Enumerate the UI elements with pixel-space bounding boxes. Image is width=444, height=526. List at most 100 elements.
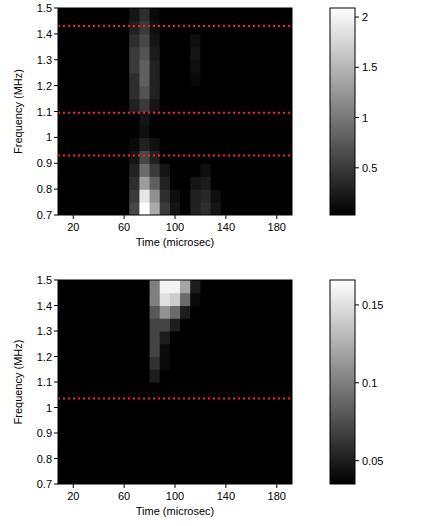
y-tick (54, 33, 58, 34)
heatmap-cell (58, 47, 69, 60)
heatmap-cell (200, 21, 211, 34)
heatmap-cell (129, 331, 140, 344)
heatmap-cell (68, 99, 79, 112)
heatmap-cell (261, 331, 272, 344)
y-tick-label: 1.5 (37, 274, 52, 286)
heatmap-cell (200, 433, 211, 446)
heatmap-cell (282, 176, 292, 189)
x-tick-label: 20 (67, 221, 79, 233)
heatmap-cell (78, 344, 89, 357)
heatmap-cell (241, 8, 252, 21)
heatmap-cell (129, 280, 140, 293)
colorbar-tick-label: 0.1 (362, 377, 377, 389)
y-tick (54, 433, 58, 434)
heatmap-cell (200, 331, 211, 344)
heatmap-cell (231, 163, 242, 176)
heatmap-cell (150, 163, 161, 176)
y-tick-label: 0.8 (37, 183, 52, 195)
heatmap-cell (160, 189, 171, 202)
heatmap-cell (139, 408, 150, 421)
heatmap-cell (200, 34, 211, 47)
heatmap-cell (119, 34, 130, 47)
heatmap-cell (170, 150, 181, 163)
heatmap-cell (99, 446, 110, 459)
heatmap-cell (211, 60, 222, 73)
heatmap-cell (119, 306, 130, 319)
heatmap-cell (272, 34, 283, 47)
heatmap-cell (129, 344, 140, 357)
heatmap-cell (200, 420, 211, 433)
heatmap-cell (231, 176, 242, 189)
heatmap-cell (200, 318, 211, 331)
heatmap-cell (150, 202, 161, 215)
heatmap-cell (89, 408, 100, 421)
heatmap-cell (78, 331, 89, 344)
heatmap-cell (150, 331, 161, 344)
heatmap-cell (200, 8, 211, 21)
heatmap-cell (109, 86, 120, 99)
heatmap-cell (150, 369, 161, 382)
heatmap-cell (119, 99, 130, 112)
colorbar-tick-label: 2 (362, 11, 368, 23)
heatmap-cell (150, 306, 161, 319)
heatmap-cell (272, 433, 283, 446)
heatmap-cell (58, 8, 69, 21)
heatmap-cell (261, 382, 272, 395)
heatmap-cell (211, 202, 222, 215)
heatmap-cell (241, 112, 252, 125)
heatmap-cell (78, 280, 89, 293)
heatmap-cell (99, 60, 110, 73)
heatmap-cell (282, 60, 292, 73)
heatmap-cell (99, 459, 110, 472)
heatmap-cell (109, 408, 120, 421)
heatmap-cell (272, 382, 283, 395)
heatmap-cell (200, 86, 211, 99)
heatmap-cell (150, 408, 161, 421)
heatmap-cell (211, 163, 222, 176)
heatmap-cell (241, 47, 252, 60)
heatmap-cell (190, 420, 201, 433)
heatmap-cell (221, 34, 232, 47)
heatmap-cell (78, 446, 89, 459)
heatmap-cell (170, 8, 181, 21)
heatmap-cell (282, 150, 292, 163)
heatmap-cell (251, 112, 262, 125)
heatmap-cell (68, 47, 79, 60)
heatmap-cell (99, 420, 110, 433)
heatmap-cell (109, 60, 120, 73)
heatmap-cell (129, 150, 140, 163)
heatmap-cell (261, 73, 272, 86)
heatmap-cell (170, 433, 181, 446)
heatmap-cell (129, 73, 140, 86)
heatmap-cell (139, 331, 150, 344)
heatmap-cell (211, 420, 222, 433)
x-tick-label: 100 (166, 490, 184, 502)
y-tick (54, 215, 58, 216)
x-tick (73, 484, 74, 488)
heatmap-cell (68, 420, 79, 433)
marker-line (58, 398, 292, 400)
heatmap-cell (211, 357, 222, 370)
heatmap-cell (160, 150, 171, 163)
heatmap-cell (150, 382, 161, 395)
heatmap-cell (68, 408, 79, 421)
heatmap-cell (150, 357, 161, 370)
heatmap-cell (68, 60, 79, 73)
heatmap-cell (129, 446, 140, 459)
heatmap-cell (68, 189, 79, 202)
heatmap-cell (58, 306, 69, 319)
heatmap-cell (261, 124, 272, 137)
heatmap-cell (99, 357, 110, 370)
x-tick (124, 215, 125, 219)
heatmap-cell (139, 137, 150, 150)
heatmap-cell (89, 34, 100, 47)
heatmap-cell (241, 293, 252, 306)
heatmap-cell (78, 21, 89, 34)
heatmap-cell (221, 471, 232, 484)
heatmap-cell (241, 420, 252, 433)
heatmap-cell (272, 99, 283, 112)
heatmap-cell (211, 344, 222, 357)
heatmap-cell (261, 433, 272, 446)
heatmap-cell (190, 293, 201, 306)
heatmap-cell (150, 150, 161, 163)
